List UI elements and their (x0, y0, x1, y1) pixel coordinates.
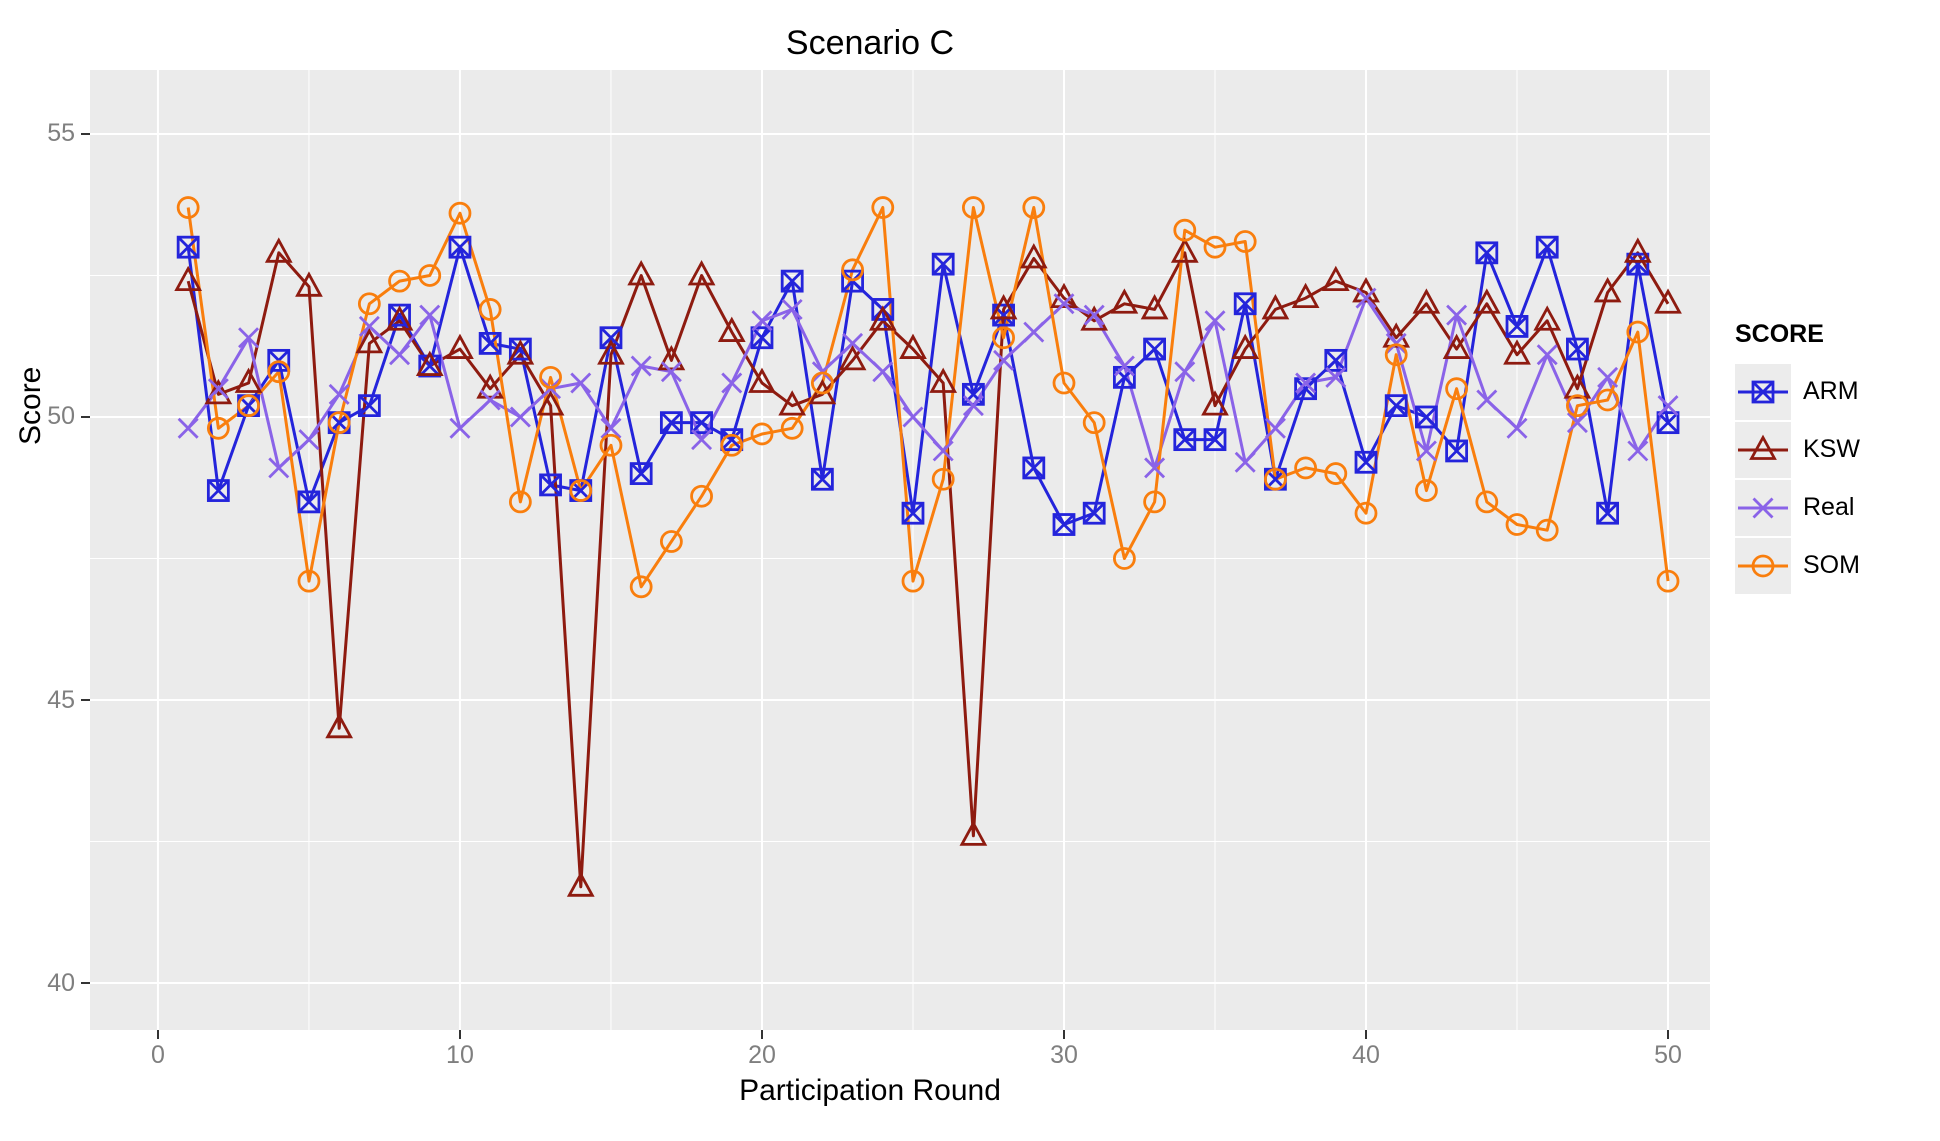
legend-item-Real: Real (1735, 479, 1935, 536)
chart-title: Scenario C (785, 24, 955, 62)
legend: SCORE ARM KSW Real SOM (1735, 320, 1935, 595)
legend-label-Real: Real (1803, 493, 1855, 521)
x-axis-title: Participation Round (739, 1074, 1001, 1107)
x-tick-mark (1062, 1030, 1065, 1039)
legend-item-ARM: ARM (1735, 363, 1935, 420)
x-tick-label: 40 (1352, 1041, 1380, 1069)
legend-item-KSW: KSW (1735, 421, 1935, 478)
legend-label-ARM: ARM (1803, 377, 1859, 405)
series-ARM-line (186, 245, 1670, 526)
x-tick-label: 30 (1050, 1041, 1078, 1069)
x-tick-mark (156, 1030, 159, 1039)
legend-label-SOM: SOM (1803, 551, 1860, 579)
x-tick-mark (458, 1030, 461, 1039)
y-tick-mark (81, 982, 90, 985)
y-tick-label: 45 (47, 685, 75, 714)
series-ARM-markers (176, 235, 1680, 536)
x-tick-mark (760, 1030, 763, 1039)
x-tick-label: 50 (1654, 1041, 1682, 1069)
legend-items: ARM KSW Real SOM (1735, 363, 1935, 594)
grid-minor (90, 70, 1710, 1030)
series-Real-line (187, 296, 1670, 470)
y-tick-label: 40 (47, 968, 75, 997)
y-tick-mark (81, 415, 90, 418)
series-KSW-line (186, 251, 1670, 889)
y-tick-label: 50 (47, 402, 75, 431)
series-KSW-markers (174, 237, 1682, 897)
grid-major (90, 70, 1710, 1030)
x-tick-mark (1667, 1030, 1670, 1039)
legend-item-SOM: SOM (1735, 537, 1935, 594)
legend-key-Real-icon (1735, 479, 1791, 536)
y-tick-mark (81, 699, 90, 701)
series-Real-markers (177, 287, 1679, 479)
series-SOM-line (186, 206, 1670, 589)
plot-panel (90, 70, 1710, 1030)
y-tick-mark (81, 132, 90, 135)
legend-key-SOM-icon (1735, 537, 1791, 594)
y-tick-label: 55 (47, 119, 75, 148)
legend-title: SCORE (1735, 320, 1824, 348)
x-tick-mark (1365, 1030, 1367, 1039)
legend-key-KSW-icon (1735, 421, 1791, 478)
x-tick-label: 10 (446, 1041, 474, 1069)
chart-canvas (90, 70, 1710, 1030)
x-tick-label: 0 (150, 1041, 165, 1069)
legend-label-KSW: KSW (1803, 435, 1860, 463)
series-SOM-markers (176, 196, 1680, 599)
legend-key-ARM-icon (1735, 363, 1791, 420)
x-tick-label: 20 (748, 1041, 776, 1069)
